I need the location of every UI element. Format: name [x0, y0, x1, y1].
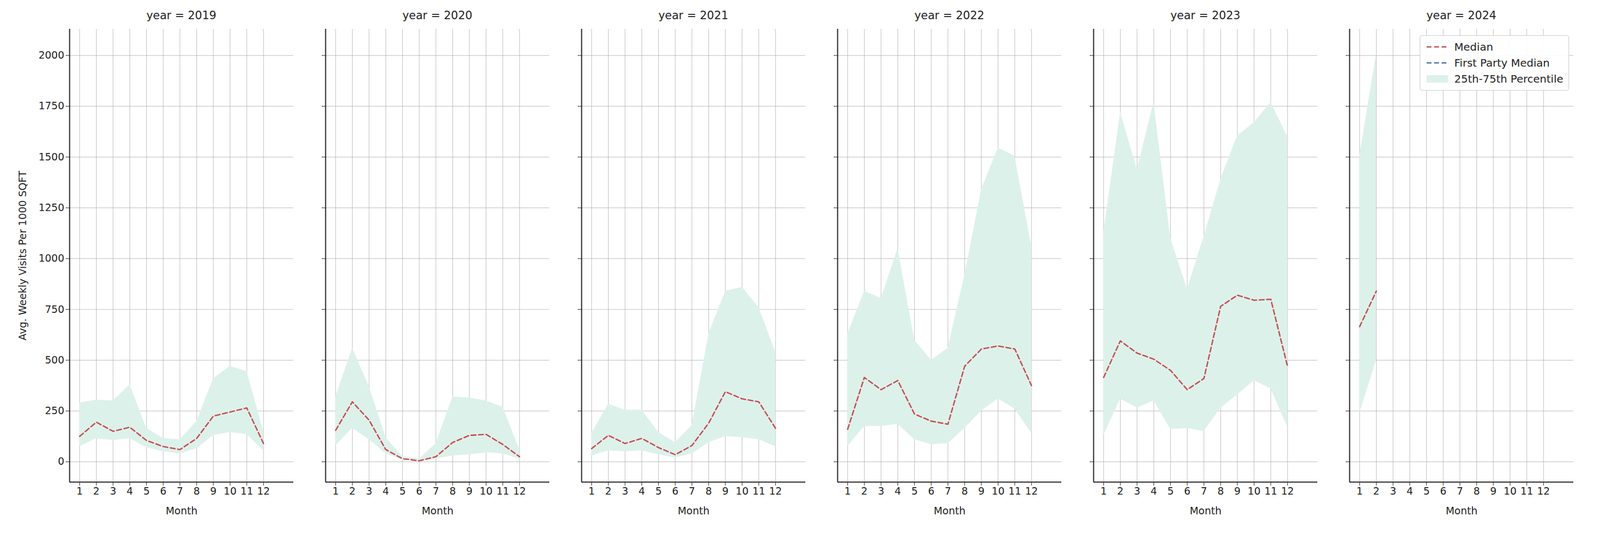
- svg-text:1750: 1750: [38, 99, 64, 112]
- html-text:year = 2020: year = 2020: [402, 9, 473, 22]
- svg-text:7: 7: [1200, 485, 1207, 498]
- svg-text:5: 5: [655, 485, 662, 498]
- svg-text:9: 9: [722, 485, 729, 498]
- svg-text:6: 6: [160, 485, 167, 498]
- svg-text:6: 6: [416, 485, 423, 498]
- svg-text:1500: 1500: [38, 150, 64, 163]
- svg-text:4: 4: [1150, 485, 1157, 498]
- svg-text:6: 6: [1440, 485, 1447, 498]
- svg-text:250: 250: [44, 404, 64, 417]
- svg-text:8: 8: [1217, 485, 1224, 498]
- svg-text:3: 3: [365, 485, 373, 498]
- svg-text:10: 10: [223, 485, 237, 498]
- svg-text:12: 12: [769, 485, 782, 498]
- svg-text:5: 5: [399, 485, 406, 498]
- svg-text:9: 9: [1490, 485, 1497, 498]
- svg-text:11: 11: [1008, 485, 1022, 498]
- svg-text:8: 8: [449, 485, 456, 498]
- svg-text:10: 10: [735, 485, 749, 498]
- svg-text:7: 7: [176, 485, 183, 498]
- svg-text:9: 9: [210, 485, 217, 498]
- svg-text:750: 750: [44, 303, 64, 316]
- svg-text:3: 3: [1133, 485, 1141, 498]
- svg-text:Month: Month: [421, 505, 454, 517]
- svg-text:7: 7: [688, 485, 695, 498]
- svg-text:11: 11: [1264, 485, 1278, 498]
- svg-text:4: 4: [894, 485, 901, 498]
- svg-text:2: 2: [1117, 485, 1124, 498]
- svg-text:9: 9: [466, 485, 473, 498]
- svg-text:10: 10: [991, 485, 1005, 498]
- svg-text:10: 10: [1247, 485, 1261, 498]
- svg-text:Month: Month: [1445, 505, 1478, 517]
- svg-text:3: 3: [621, 485, 629, 498]
- svg-text:2: 2: [861, 485, 868, 498]
- svg-text:12: 12: [1537, 485, 1550, 498]
- svg-text:8: 8: [961, 485, 968, 498]
- svg-text:10: 10: [1503, 485, 1517, 498]
- svg-text:9: 9: [978, 485, 985, 498]
- svg-text:11: 11: [240, 485, 254, 498]
- html-text:year = 2024: year = 2024: [1426, 9, 1497, 22]
- svg-text:2: 2: [93, 485, 100, 498]
- svg-text:5: 5: [143, 485, 150, 498]
- svg-text:12: 12: [1025, 485, 1038, 498]
- svg-text:11: 11: [752, 485, 766, 498]
- svg-text:Month: Month: [677, 505, 710, 517]
- svg-text:2: 2: [349, 485, 356, 498]
- svg-text:6: 6: [672, 485, 679, 498]
- html-text:Median: Median: [1454, 40, 1494, 54]
- svg-text:1: 1: [1100, 485, 1107, 498]
- svg-text:9: 9: [1234, 485, 1241, 498]
- svg-text:7: 7: [432, 485, 439, 498]
- svg-text:Month: Month: [165, 505, 198, 517]
- svg-text:10: 10: [479, 485, 493, 498]
- svg-text:8: 8: [1473, 485, 1480, 498]
- html-text:year = 2021: year = 2021: [658, 9, 729, 22]
- svg-text:1250: 1250: [38, 201, 64, 214]
- svg-text:5: 5: [1167, 485, 1174, 498]
- svg-text:11: 11: [1520, 485, 1534, 498]
- svg-text:7: 7: [1456, 485, 1463, 498]
- svg-text:11: 11: [496, 485, 510, 498]
- svg-text:5: 5: [911, 485, 918, 498]
- svg-text:3: 3: [109, 485, 117, 498]
- svg-text:7: 7: [944, 485, 951, 498]
- svg-text:0: 0: [57, 455, 64, 468]
- svg-text:2: 2: [1373, 485, 1380, 498]
- svg-text:1000: 1000: [38, 252, 64, 264]
- svg-text:1: 1: [76, 485, 83, 498]
- svg-text:2: 2: [605, 485, 612, 498]
- svg-text:8: 8: [705, 485, 712, 498]
- svg-text:Avg. Weekly Visits Per 1000 SQ: Avg. Weekly Visits Per 1000 SQFT: [16, 170, 29, 341]
- svg-text:1: 1: [844, 485, 851, 498]
- html-text:First Party Median: First Party Median: [1454, 56, 1550, 70]
- svg-text:Month: Month: [933, 505, 966, 517]
- svg-text:4: 4: [1406, 485, 1413, 498]
- svg-text:12: 12: [513, 485, 526, 498]
- svg-text:6: 6: [1184, 485, 1191, 498]
- svg-text:3: 3: [877, 485, 885, 498]
- svg-text:2000: 2000: [38, 49, 64, 61]
- html-text:25th-75th Percentile: 25th-75th Percentile: [1454, 72, 1564, 86]
- svg-text:500: 500: [44, 354, 64, 366]
- html-text:year = 2019: year = 2019: [146, 9, 217, 22]
- svg-text:5: 5: [1423, 485, 1430, 498]
- svg-text:1: 1: [588, 485, 595, 498]
- svg-text:12: 12: [257, 485, 270, 498]
- svg-text:4: 4: [382, 485, 389, 498]
- html-text:year = 2023: year = 2023: [1170, 9, 1241, 22]
- svg-text:1: 1: [332, 485, 339, 498]
- svg-text:6: 6: [928, 485, 935, 498]
- html-text:year = 2022: year = 2022: [914, 9, 985, 22]
- svg-text:Month: Month: [1189, 505, 1222, 517]
- svg-text:3: 3: [1389, 485, 1397, 498]
- svg-text:4: 4: [638, 485, 645, 498]
- svg-text:1: 1: [1356, 485, 1363, 498]
- svg-text:4: 4: [126, 485, 133, 498]
- svg-text:8: 8: [193, 485, 200, 498]
- svg-text:12: 12: [1281, 485, 1294, 498]
